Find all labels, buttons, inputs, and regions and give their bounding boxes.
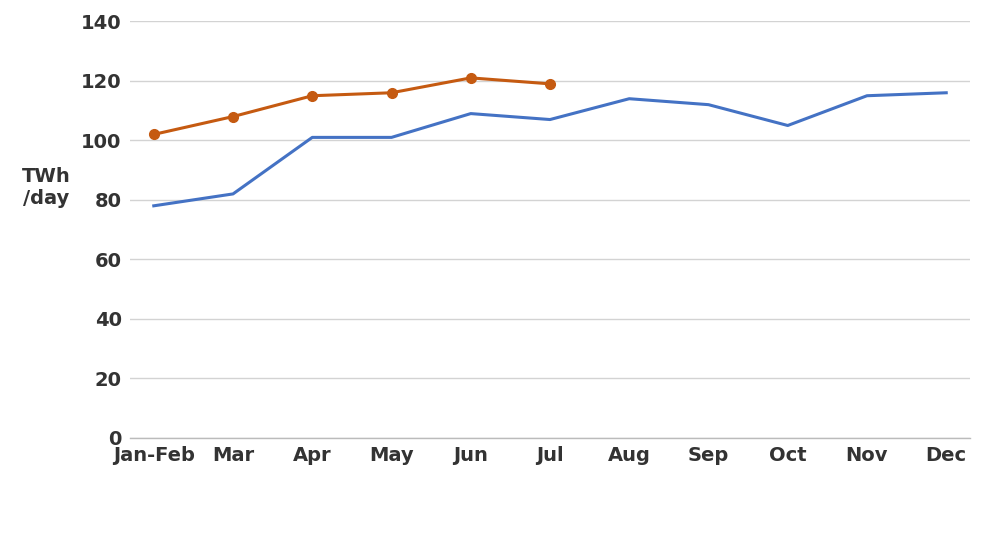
Legend: Year
2020, Year
2021: Year 2020, Year 2021 [414,530,686,534]
Text: TWh
/day: TWh /day [22,168,70,208]
